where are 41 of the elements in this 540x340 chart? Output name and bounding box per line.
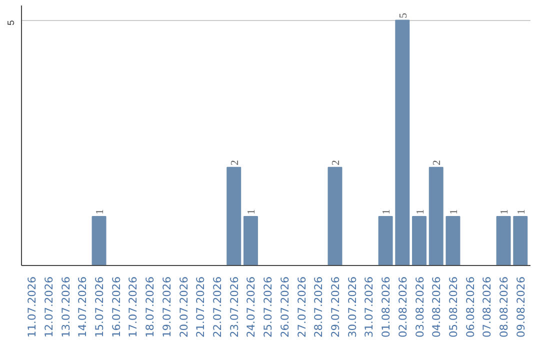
data-label: 1 [95, 209, 106, 214]
data-label: 1 [246, 209, 258, 214]
x-tick-label: 21.07.2026 [194, 276, 208, 338]
x-tick-label: 22.07.2026 [211, 276, 224, 338]
x-tick-label: 06.08.2026 [464, 276, 477, 338]
x-tick-label: 30.07.2026 [346, 276, 359, 338]
x-tick-label: 08.08.2026 [498, 276, 511, 338]
x-tick-label: 24.07.2026 [244, 276, 258, 338]
x-tick-label: 02.08.2026 [396, 276, 410, 338]
x-tick-label: 09.08.2026 [514, 276, 528, 338]
x-tick-label: 28.07.2026 [312, 276, 326, 338]
x-tick-label: 25.07.2026 [262, 276, 275, 338]
x-tick-label: 12.07.2026 [42, 276, 56, 338]
data-label: 2 [330, 160, 342, 166]
x-tick-label: 16.07.2026 [110, 276, 123, 338]
x-tick-label: 27.07.2026 [295, 276, 308, 338]
x-tick-label: 11.07.2026 [26, 276, 39, 338]
x-tick-label: 01.08.2026 [380, 276, 393, 338]
x-tick-label: 31.07.2026 [362, 276, 376, 338]
x-tick-label: 29.07.2026 [328, 276, 342, 338]
x-tick-label: 13.07.2026 [59, 276, 72, 338]
data-label: 5 [398, 12, 410, 18]
x-tick-label: 17.07.2026 [126, 276, 140, 338]
x-tick-label: 04.08.2026 [430, 276, 444, 338]
data-label: 1 [516, 209, 528, 214]
x-tick-label: 03.08.2026 [413, 276, 426, 338]
data-label: 2 [230, 160, 241, 166]
x-tick-label: 15.07.2026 [93, 276, 106, 338]
x-tick-label: 23.07.2026 [228, 276, 241, 338]
x-tick-label: 07.08.2026 [480, 276, 494, 338]
x-tick-label: 05.08.2026 [446, 276, 460, 338]
x-tick-label: 26.07.2026 [278, 276, 292, 338]
data-label: 1 [382, 209, 393, 214]
data-label: 1 [500, 209, 511, 214]
x-tick-label: 18.07.2026 [144, 276, 157, 338]
data-label: 1 [448, 209, 460, 214]
data-label: 2 [432, 160, 444, 166]
data-label: 1 [415, 209, 426, 214]
x-tick-label: 14.07.2026 [76, 276, 90, 338]
x-tick-label: 19.07.2026 [160, 276, 174, 338]
x-tick-label: 20.07.2026 [177, 276, 190, 338]
